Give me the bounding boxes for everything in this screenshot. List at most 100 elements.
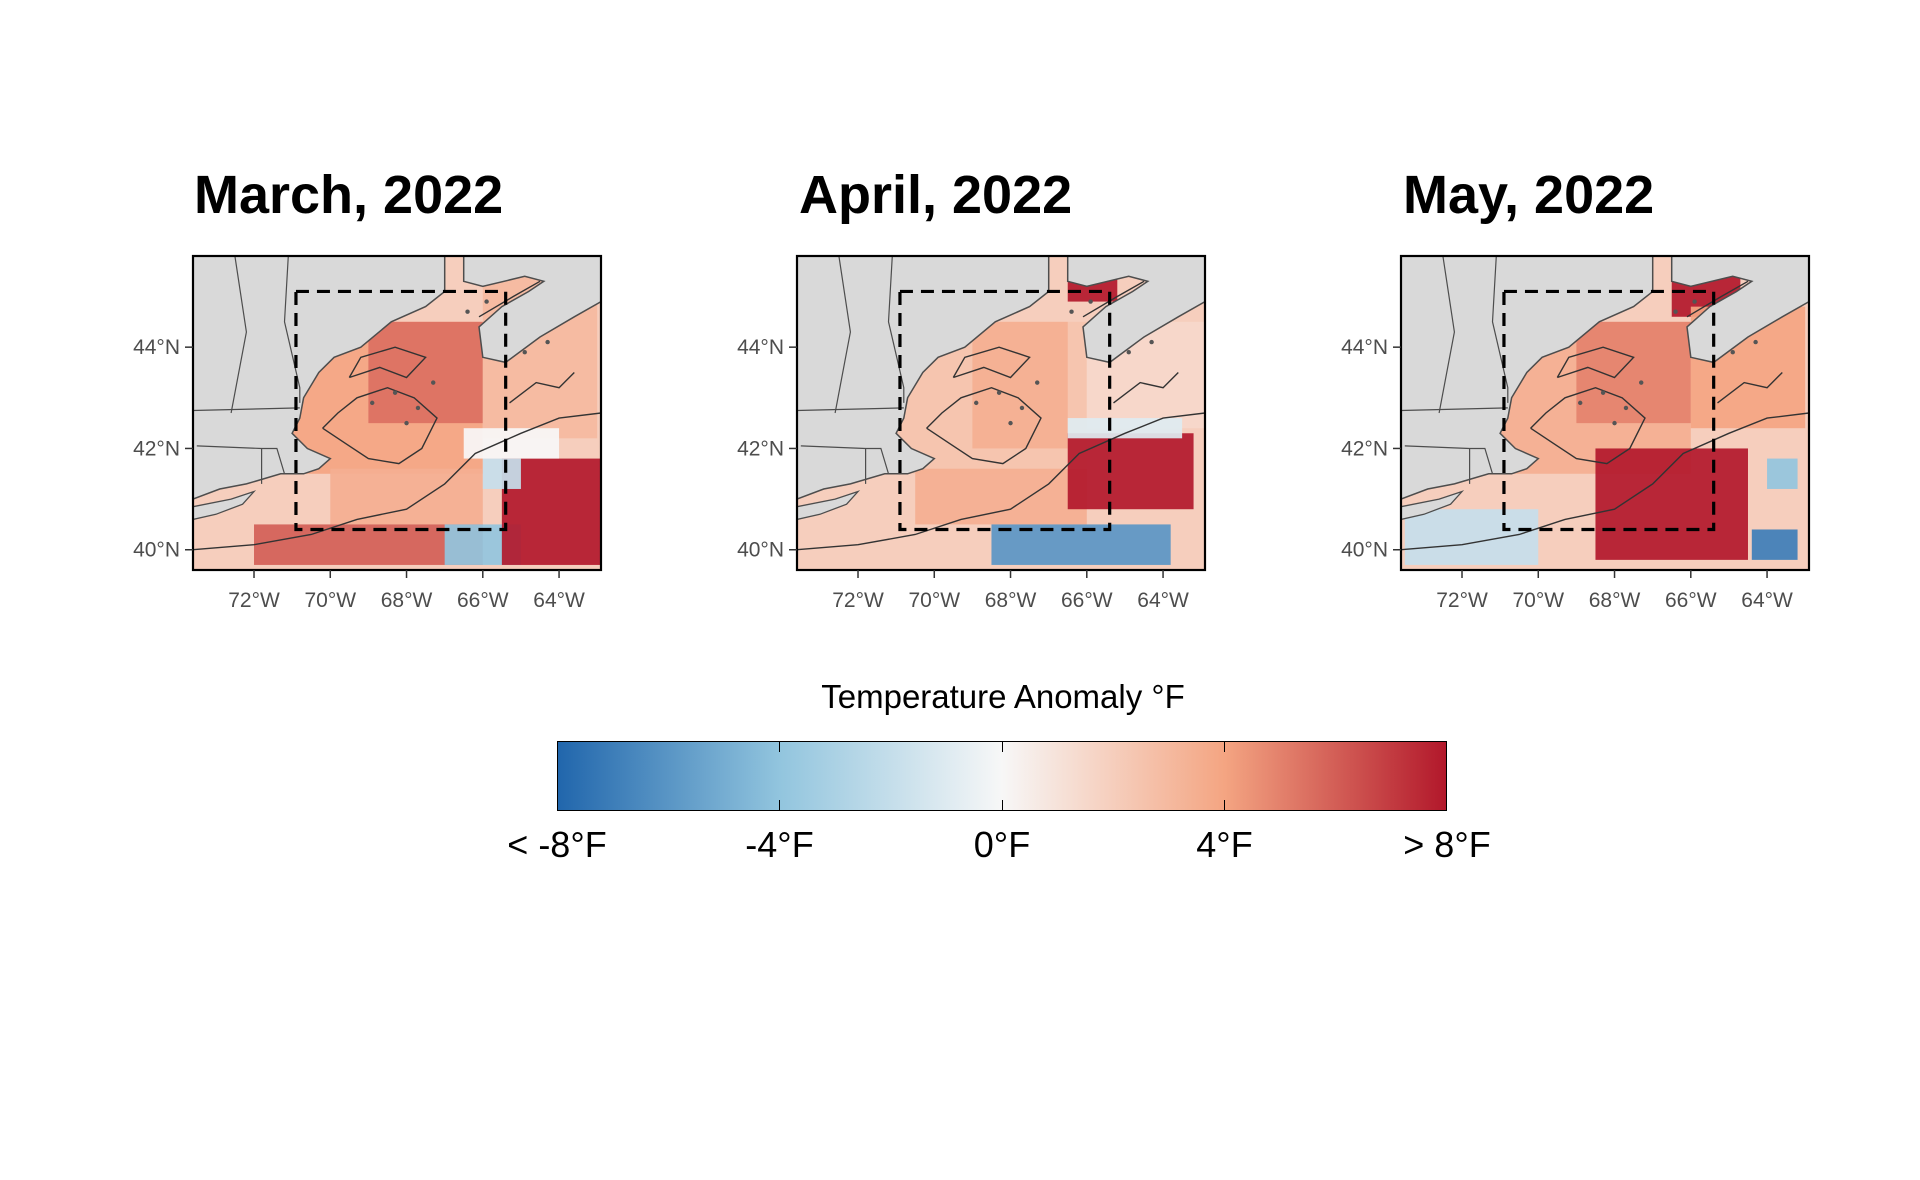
legend-tick-mark: [1001, 742, 1003, 752]
lon-tick-label: 68°W: [985, 589, 1037, 612]
state-boundary: [196, 445, 286, 474]
study-region-box: [1502, 289, 1716, 532]
lon-tick-label: 64°W: [1741, 589, 1793, 612]
island-dot: [1612, 420, 1617, 426]
map-content: [1401, 256, 1809, 570]
island-dot: [1753, 339, 1758, 345]
lon-tick-label: 70°W: [1512, 589, 1564, 612]
state-boundary: [800, 445, 890, 474]
legend-label: 4°F: [1196, 824, 1253, 865]
legend-label: -4°F: [745, 824, 814, 865]
anomaly-cell: [330, 468, 483, 525]
island-dot: [1730, 350, 1735, 355]
lon-tick-label: 68°W: [1589, 589, 1641, 612]
plot-frame: [795, 254, 1207, 572]
lon-tick-label: 72°W: [228, 589, 280, 612]
island-dot: [1600, 390, 1606, 395]
bathymetry-contour: [952, 346, 1031, 379]
lon-tick-label: 64°W: [1137, 589, 1189, 612]
study-region-box: [294, 289, 508, 532]
lat-tick-label: 40°N: [1341, 539, 1388, 562]
island-dot: [415, 405, 421, 411]
island-dot: [484, 299, 489, 304]
legend-colorbar: [557, 741, 1447, 811]
island-dot: [1623, 405, 1629, 411]
island-dot: [1673, 309, 1678, 314]
bathymetry-contour: [322, 386, 438, 465]
anomaly-cell: [368, 321, 483, 424]
island-dot: [1088, 299, 1093, 304]
nova-scotia-land: [462, 256, 601, 364]
lat-tick-label: 44°N: [737, 336, 784, 359]
bathymetry-contour: [926, 386, 1042, 465]
state-boundary: [887, 256, 905, 403]
bathymetry-contour: [1686, 280, 1749, 318]
island-dot: [1578, 400, 1583, 406]
island-dot: [1126, 350, 1131, 355]
state-boundary: [834, 256, 852, 414]
anomaly-cell: [1576, 321, 1691, 424]
island-dot: [522, 350, 527, 355]
island-dot: [404, 420, 409, 426]
lon-tick-label: 72°W: [832, 589, 884, 612]
map-content: [797, 256, 1205, 570]
island-dot: [1008, 420, 1013, 426]
island-dot: [431, 380, 436, 385]
nova-scotia-land: [1066, 256, 1205, 364]
lon-tick-label: 70°W: [304, 589, 356, 612]
lon-tick-label: 66°W: [1665, 589, 1717, 612]
bathymetry-contour: [797, 412, 1205, 551]
anomaly-cell: [1767, 458, 1798, 489]
anomaly-cell: [1751, 529, 1798, 560]
anomaly-cell: [482, 458, 521, 489]
bathymetry-contour: [1401, 412, 1809, 551]
island-dot: [1149, 339, 1154, 345]
lat-tick-label: 40°N: [133, 539, 180, 562]
lat-tick-label: 42°N: [1341, 437, 1388, 460]
bathymetry-contour: [1113, 372, 1179, 404]
lon-tick-label: 66°W: [1061, 589, 1113, 612]
island-dot: [974, 400, 979, 406]
bathymetry-contour: [1530, 386, 1646, 465]
lat-tick-label: 42°N: [133, 437, 180, 460]
anomaly-cell: [972, 321, 1068, 449]
island-dot: [996, 390, 1002, 395]
bathymetry-contour: [1717, 372, 1783, 404]
legend-tick-mark: [1224, 800, 1225, 810]
island-dot: [545, 339, 550, 345]
anomaly-cell: [463, 428, 560, 459]
long-island-land: [193, 490, 257, 521]
lon-tick-label: 68°W: [381, 589, 433, 612]
long-island-land: [797, 490, 861, 521]
legend-tick-mark: [779, 742, 780, 752]
lon-tick-label: 72°W: [1436, 589, 1488, 612]
state-boundary: [230, 256, 248, 414]
island-dot: [465, 309, 470, 314]
legend-tick-mark: [1224, 742, 1225, 752]
panel-title-may: May, 2022: [1403, 165, 1655, 225]
state-boundary: [797, 407, 904, 412]
lon-tick-label: 64°W: [533, 589, 585, 612]
bathymetry-contour: [1556, 346, 1635, 379]
anomaly-cell: [1404, 509, 1539, 565]
legend-label: > 8°F: [1403, 824, 1491, 865]
legend-label: < -8°F: [507, 824, 607, 865]
plot-frame: [191, 254, 603, 572]
lat-tick-label: 42°N: [737, 437, 784, 460]
island-dot: [1639, 380, 1644, 385]
nova-scotia-land: [1670, 256, 1809, 364]
lon-tick-label: 70°W: [908, 589, 960, 612]
bathymetry-contour: [348, 346, 427, 379]
island-dot: [1069, 309, 1074, 314]
anomaly-cell: [1067, 418, 1183, 439]
lat-tick-label: 40°N: [737, 539, 784, 562]
state-boundary: [1404, 445, 1494, 474]
island-dot: [1019, 405, 1025, 411]
legend-label: 0°F: [973, 824, 1031, 865]
map-panel-may: 72°W 70°W 68°W 66°W 64°W 44°N 42°N 40°N: [1341, 254, 1811, 612]
study-region-box: [898, 289, 1112, 532]
map-content: [193, 256, 601, 570]
island-dot: [1692, 299, 1697, 304]
island-dot: [392, 390, 398, 395]
anomaly-cell: [1067, 433, 1194, 510]
